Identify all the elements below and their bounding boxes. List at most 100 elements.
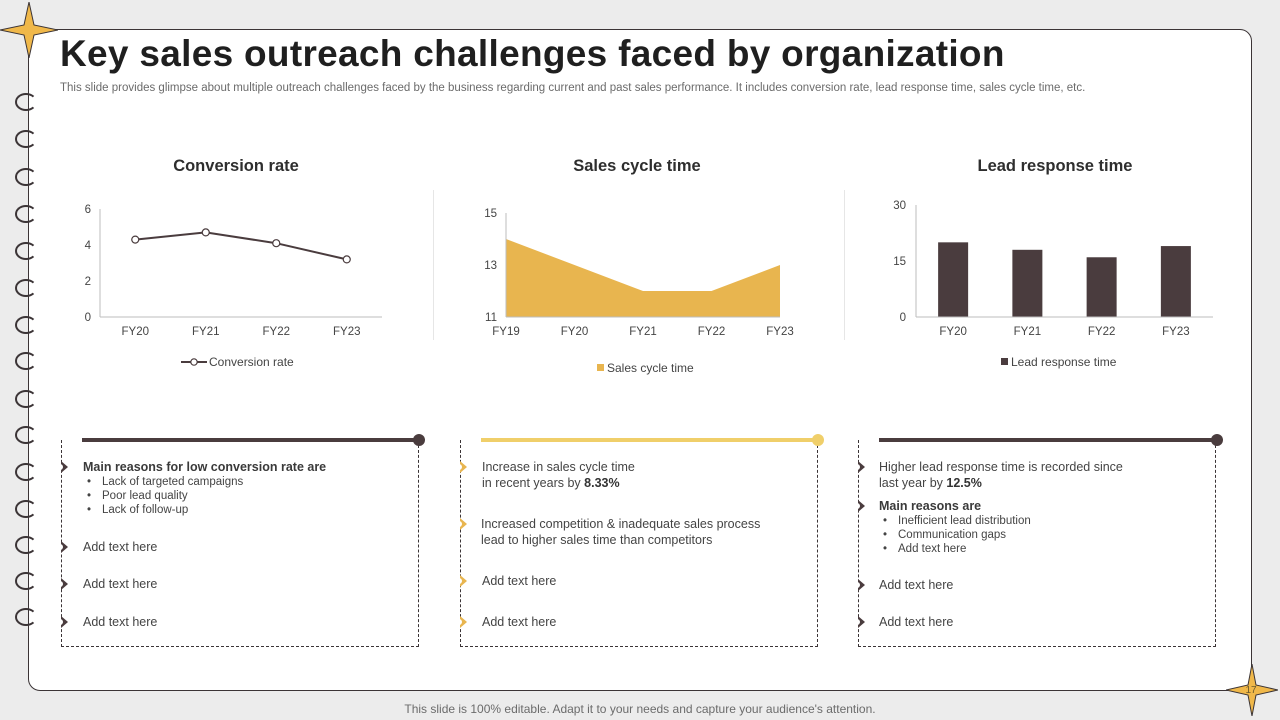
page-number: 17 xyxy=(1245,685,1257,696)
panel2-item1-value: 8.33% xyxy=(584,476,620,490)
panel2-item2-line2: lead to higher sales time than competito… xyxy=(481,533,713,547)
arrow-bullet-icon xyxy=(854,461,865,473)
y-tick-label: 0 xyxy=(900,312,906,324)
panel3-item1: Higher lead response time is recorded si… xyxy=(879,459,1123,491)
x-tick-label: FY23 xyxy=(1162,326,1190,338)
panel3-item1-value: 12.5% xyxy=(946,476,982,490)
x-tick-label: FY19 xyxy=(492,326,520,338)
panel-sales-cycle xyxy=(460,440,818,647)
legend-conversion: Conversion rate xyxy=(181,355,294,369)
binder-ring-icon xyxy=(15,463,37,481)
sales-cycle-chart: 11 13 15 FY19 FY20 FY21 FY22 FY23 xyxy=(484,208,794,338)
binder-ring-icon xyxy=(15,316,37,334)
list-item: Lack of targeted campaigns xyxy=(83,475,326,489)
panel3-heading-block: Main reasons are Inefficient lead distri… xyxy=(879,498,1031,556)
page-subtitle: This slide provides glimpse about multip… xyxy=(60,82,1086,94)
bar xyxy=(1012,249,1043,317)
panel-top-bar xyxy=(82,438,418,442)
binder-ring-icon xyxy=(15,572,37,590)
bar xyxy=(938,242,969,317)
data-point xyxy=(201,228,210,237)
list-item: Poor lead quality xyxy=(83,489,326,503)
arrow-bullet-icon xyxy=(57,616,68,628)
list-item: Inefficient lead distribution xyxy=(879,514,1031,528)
panel-dot xyxy=(812,434,824,446)
x-tick-label: FY22 xyxy=(698,326,726,338)
panel2-item1-line2: in recent years by xyxy=(482,476,585,490)
chart-title-conversion: Conversion rate xyxy=(173,157,299,175)
arrow-bullet-icon xyxy=(854,500,865,512)
arrow-bullet-icon xyxy=(57,578,68,590)
binder-ring-icon xyxy=(15,205,37,223)
x-tick-label: FY21 xyxy=(192,326,220,338)
x-tick-label: FY21 xyxy=(1014,326,1042,338)
panel3-item: Add text here xyxy=(879,615,954,629)
y-tick-label: 13 xyxy=(484,260,497,272)
legend-swatch xyxy=(1001,358,1008,366)
bar xyxy=(1086,257,1117,317)
top-left-star-icon xyxy=(0,2,58,58)
panel3-item1-line2: last year by xyxy=(879,476,947,490)
arrow-bullet-icon xyxy=(854,616,865,628)
panel2-item1-line1: Increase in sales cycle time xyxy=(482,460,635,474)
panel2-item: Add text here xyxy=(482,574,557,588)
panel2-item2: Increased competition & inadequate sales… xyxy=(481,516,760,548)
x-tick-label: FY22 xyxy=(1088,326,1116,338)
x-tick-label: FY23 xyxy=(766,326,794,338)
x-tick-label: FY23 xyxy=(333,326,361,338)
y-tick-label: 2 xyxy=(85,276,91,288)
panel2-item: Add text here xyxy=(482,615,557,629)
series-line xyxy=(135,231,347,261)
legend-sales-cycle: Sales cycle time xyxy=(597,361,694,375)
panel3-heading: Main reasons are xyxy=(879,499,982,513)
binder-ring-icon xyxy=(15,608,37,626)
binder-ring-icon xyxy=(15,168,37,186)
panel1-item: Add text here xyxy=(83,615,158,629)
x-tick-label: FY21 xyxy=(629,326,657,338)
arrow-bullet-icon xyxy=(854,579,865,591)
legend-line-marker-icon xyxy=(181,358,207,366)
arrow-bullet-icon xyxy=(456,616,467,628)
y-tick-label: 15 xyxy=(893,256,906,268)
panel1-heading: Main reasons for low conversion rate are xyxy=(83,460,327,474)
conversion-rate-chart: 0 2 4 6 FY20 FY21 FY22 FY23 xyxy=(85,204,382,338)
panel3-sublist: Inefficient lead distribution Communicat… xyxy=(879,514,1031,556)
legend-swatch xyxy=(597,364,604,372)
panel-top-bar xyxy=(879,438,1215,442)
panel1-item: Add text here xyxy=(83,577,158,591)
page-title: Key sales outreach challenges faced by o… xyxy=(60,33,1005,74)
list-item: Communication gaps xyxy=(879,528,1031,542)
binder-ring-icon xyxy=(15,279,37,297)
panel1-heading-block: Main reasons for low conversion rate are… xyxy=(83,459,326,517)
x-tick-label: FY22 xyxy=(263,326,291,338)
lead-response-chart: 0 15 30 FY20 FY21 FY22 FY23 xyxy=(893,200,1213,338)
y-tick-label: 30 xyxy=(893,200,906,212)
legend-label: Sales cycle time xyxy=(607,361,694,375)
binder-ring-icon xyxy=(15,130,37,148)
panel1-sublist: Lack of targeted campaigns Poor lead qua… xyxy=(83,475,326,517)
x-tick-label: FY20 xyxy=(561,326,589,338)
legend-lead-response: Lead response time xyxy=(1001,355,1116,369)
binder-ring-icon xyxy=(15,536,37,554)
panel-lead-response xyxy=(858,440,1216,647)
list-item: Add text here xyxy=(879,542,1031,556)
y-tick-label: 11 xyxy=(485,312,497,324)
chart-divider xyxy=(844,190,845,340)
y-tick-label: 4 xyxy=(85,240,92,252)
binder-ring-icon xyxy=(15,352,37,370)
y-tick-label: 15 xyxy=(484,208,497,220)
arrow-bullet-icon xyxy=(57,461,68,473)
legend-label: Lead response time xyxy=(1011,355,1117,369)
data-point xyxy=(342,255,351,264)
panel-dot xyxy=(413,434,425,446)
binder-ring-icon xyxy=(15,93,37,111)
bottom-right-star-icon xyxy=(1226,664,1278,716)
panel3-item: Add text here xyxy=(879,578,954,592)
panel-dot xyxy=(1211,434,1223,446)
panel2-item2-line1: Increased competition & inadequate sales… xyxy=(481,517,761,531)
legend-label: Conversion rate xyxy=(209,355,294,369)
y-tick-label: 6 xyxy=(85,204,91,216)
data-point xyxy=(272,239,281,248)
panel-top-bar xyxy=(481,438,817,442)
data-point xyxy=(131,235,140,244)
